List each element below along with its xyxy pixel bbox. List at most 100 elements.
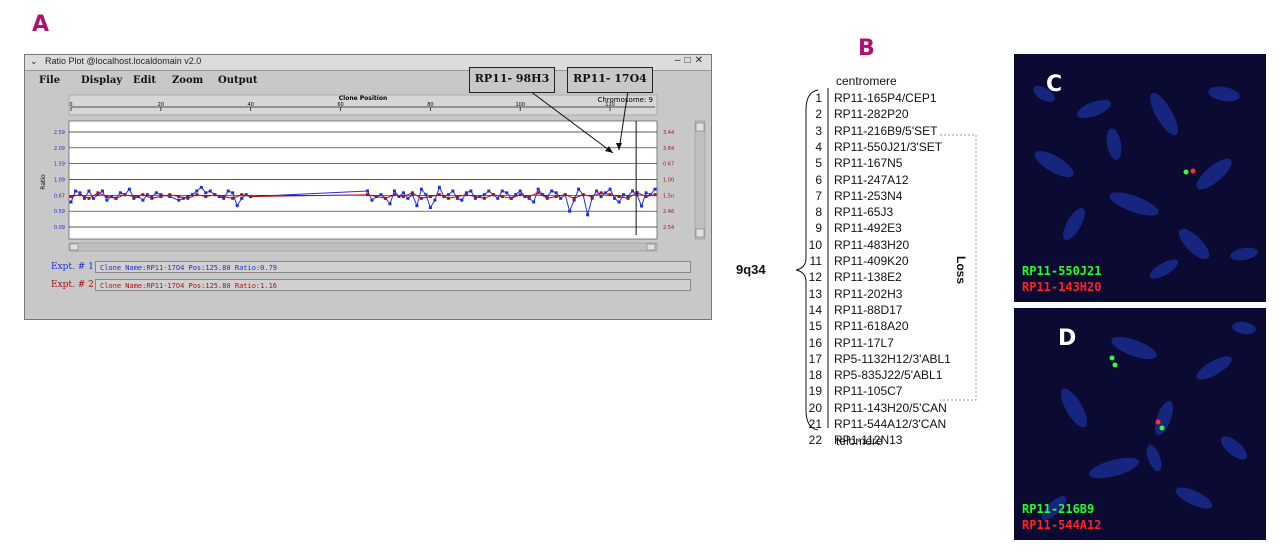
data-point [653,193,657,197]
data-point [473,196,477,200]
data-point [617,200,621,204]
clone-number: 22 [808,433,822,447]
data-point [365,189,369,193]
vertical-scrollbar[interactable] [694,120,706,240]
data-point [523,195,527,198]
clone-name: RP11-544A12/3'CAN [834,417,947,431]
data-point [105,195,109,198]
menu-zoom[interactable]: Zoom [172,75,204,86]
data-point [487,189,491,193]
data-point [109,195,113,198]
data-point [168,193,172,197]
data-point [464,193,468,197]
data-point [383,196,387,200]
series-2 [69,190,657,200]
x-tick-label: 20 [158,102,164,108]
data-point [559,196,563,200]
clone-name: RP11-550J21/3'SET [834,140,943,154]
left-tick-label: 2.59 [54,130,65,136]
clone-name: RP11-247A12 [834,173,909,187]
clone-number: 15 [808,319,822,333]
data-point [649,193,653,197]
clone-number: 8 [815,205,822,219]
data-point [190,193,194,197]
band-label: 9q34 [736,262,766,277]
data-point [518,189,522,193]
data-point [428,206,432,209]
expt-2-label: Expt. # 2 [51,280,94,290]
data-point [240,193,244,197]
data-point [401,195,405,198]
data-point [626,195,630,198]
left-tick-label: 1.09 [54,178,65,184]
data-point [132,195,136,198]
data-point [370,198,374,202]
data-point [518,193,522,197]
data-point [150,196,154,200]
data-point [186,196,190,200]
data-point [96,191,100,195]
data-point [388,202,392,206]
clone-number: 5 [815,156,822,170]
data-point [437,193,441,197]
data-point [78,191,82,195]
expt-1-field[interactable]: Clone Name:RP11-17O4 Pos:125.80 Ratio:0.… [95,261,691,273]
data-point [505,191,509,195]
data-point [478,195,482,198]
clone-name: RP11-138E2 [834,270,902,284]
clone-name: RP11-105C7 [834,384,903,398]
data-point [577,187,581,191]
data-point [136,195,140,198]
data-point [550,189,554,193]
data-point [563,193,567,197]
data-point [105,198,109,202]
data-point [500,195,504,198]
data-point [123,193,127,197]
probe-c-green: RP11-550J21 [1022,264,1102,278]
panel-b-letter: B [858,36,875,61]
menu-file[interactable]: File [39,75,61,86]
panel-c-letter: C [1046,72,1063,97]
data-point [159,195,163,198]
data-point [141,193,145,197]
data-point [132,196,136,200]
data-point [590,196,594,200]
clone-number: 14 [808,303,822,317]
right-tick-label: 1.5n [663,193,674,199]
menu-edit[interactable]: Edit [133,75,157,86]
fish-image-c: C RP11-550J21 RP11-143H20 [1014,54,1266,302]
data-point [186,195,190,198]
clone-number: 17 [808,352,822,366]
window-title: Ratio Plot @localhost.localdomain v2.0 [45,56,202,66]
clone-name: RP11-618A20 [834,319,909,333]
data-point [437,185,441,189]
data-point [397,195,401,198]
data-point [622,193,626,197]
clone-name: RP11-165P4/CEP1 [834,91,937,105]
window-controls[interactable]: –□✕ [675,55,707,66]
right-tick-label: 3.84 [663,146,674,152]
window-menu-icon[interactable]: ⌄ [30,56,38,66]
expt-2-field[interactable]: Clone Name:RP11-17O4 Pos:125.80 Ratio:1.… [95,279,691,291]
data-point [599,191,603,195]
clone-name: RP11-216B9/5'SET [834,124,938,138]
data-point [87,189,91,193]
x-tick-label: 40 [248,102,254,108]
horizontal-scrollbar[interactable] [68,242,658,252]
data-point [532,200,536,204]
data-point [572,198,576,202]
data-point [118,191,122,195]
data-point [114,196,118,200]
menu-display[interactable]: Display [81,75,123,86]
data-point [568,209,572,213]
data-point [392,193,396,197]
clone-name: RP11-483H20 [834,238,910,252]
ratio-plot: 0 20 40 60 80 100 120 Clone Position Chromosom… [40,90,706,252]
menu-output[interactable]: Output [218,75,258,86]
data-point [208,189,212,193]
data-point [482,193,486,197]
data-point [213,193,217,197]
data-point [455,196,459,200]
data-point [235,204,239,208]
data-point [181,196,185,200]
